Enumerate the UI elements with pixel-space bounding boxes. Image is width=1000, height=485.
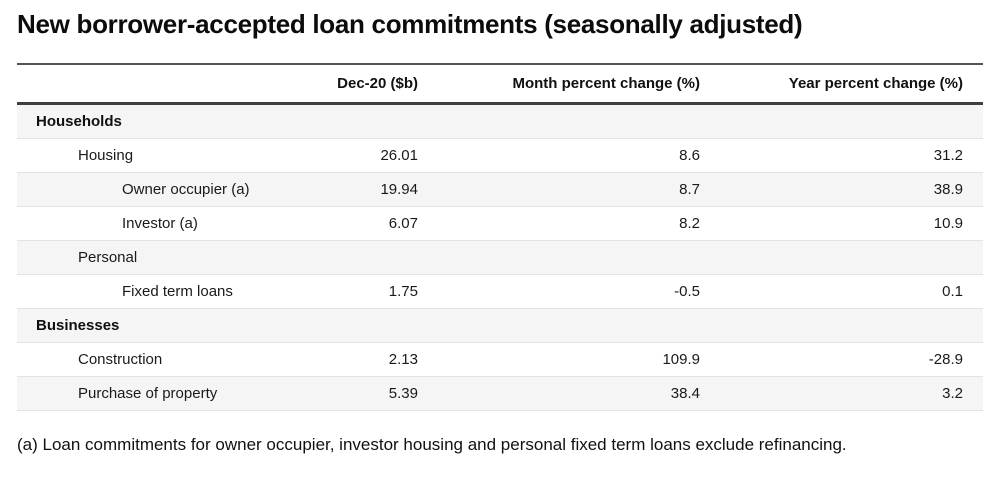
cell-dec20 [297, 308, 438, 343]
page: New borrower-accepted loan commitments (… [0, 9, 1000, 455]
column-header-empty [17, 64, 297, 105]
cell-month-pct: 8.7 [438, 172, 720, 207]
column-header-dec20: Dec-20 ($b) [297, 64, 438, 105]
table-row-construction: Construction 2.13 109.9 -28.9 [17, 342, 983, 377]
cell-year-pct: 31.2 [720, 138, 983, 173]
row-label: Personal [17, 240, 297, 275]
column-header-year-change: Year percent change (%) [720, 64, 983, 105]
table-row-owner-occupier: Owner occupier (a) 19.94 8.7 38.9 [17, 172, 983, 207]
row-label: Purchase of property [17, 376, 297, 411]
cell-month-pct: 38.4 [438, 376, 720, 411]
table-row-businesses: Businesses [17, 308, 983, 343]
cell-year-pct [720, 103, 983, 139]
cell-dec20 [297, 103, 438, 139]
table-header-row: Dec-20 ($b) Month percent change (%) Yea… [17, 64, 983, 105]
row-label: Housing [17, 138, 297, 173]
cell-year-pct: 38.9 [720, 172, 983, 207]
cell-dec20: 19.94 [297, 172, 438, 207]
table-row-purchase-of-property: Purchase of property 5.39 38.4 3.2 [17, 376, 983, 411]
cell-year-pct: 10.9 [720, 206, 983, 241]
cell-dec20: 1.75 [297, 274, 438, 309]
row-label: Investor (a) [17, 206, 297, 241]
cell-month-pct: 109.9 [438, 342, 720, 377]
cell-dec20 [297, 240, 438, 275]
row-label: Fixed term loans [17, 274, 297, 309]
loan-commitments-table: Dec-20 ($b) Month percent change (%) Yea… [17, 63, 983, 411]
cell-dec20: 6.07 [297, 206, 438, 241]
row-label: Owner occupier (a) [17, 172, 297, 207]
table-row-households: Households [17, 103, 983, 139]
cell-dec20: 26.01 [297, 138, 438, 173]
cell-year-pct: 0.1 [720, 274, 983, 309]
cell-month-pct: -0.5 [438, 274, 720, 309]
table-row-personal: Personal [17, 240, 983, 275]
table-row-fixed-term-loans: Fixed term loans 1.75 -0.5 0.1 [17, 274, 983, 309]
cell-year-pct [720, 308, 983, 343]
cell-month-pct [438, 308, 720, 343]
cell-month-pct: 8.6 [438, 138, 720, 173]
cell-month-pct [438, 240, 720, 275]
cell-month-pct: 8.2 [438, 206, 720, 241]
row-label: Households [17, 103, 297, 139]
cell-dec20: 2.13 [297, 342, 438, 377]
table-row-investor: Investor (a) 6.07 8.2 10.9 [17, 206, 983, 241]
table-row-housing: Housing 26.01 8.6 31.2 [17, 138, 983, 173]
cell-year-pct: 3.2 [720, 376, 983, 411]
footnote: (a) Loan commitments for owner occupier,… [17, 435, 847, 454]
row-label: Construction [17, 342, 297, 377]
cell-month-pct [438, 103, 720, 139]
cell-year-pct [720, 240, 983, 275]
cell-year-pct: -28.9 [720, 342, 983, 377]
cell-dec20: 5.39 [297, 376, 438, 411]
column-header-month-change: Month percent change (%) [438, 64, 720, 105]
page-title: New borrower-accepted loan commitments (… [17, 9, 803, 39]
row-label: Businesses [17, 308, 297, 343]
